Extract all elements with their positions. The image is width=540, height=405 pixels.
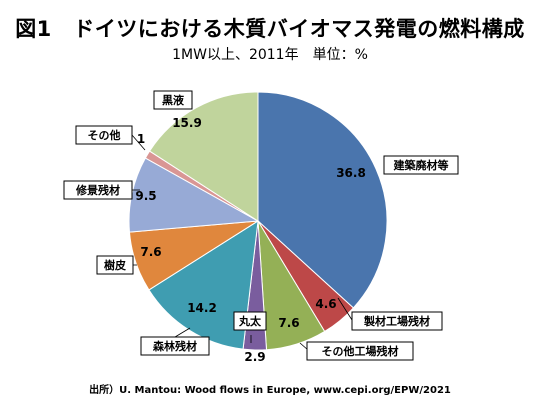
category-label-text: 丸太 xyxy=(238,314,262,328)
category-label-text: 修景残材 xyxy=(75,183,120,197)
leader-line xyxy=(174,327,191,338)
value-label: 1 xyxy=(137,132,145,146)
value-label: 7.6 xyxy=(278,316,299,330)
category-label-box xyxy=(306,341,414,361)
leader-line xyxy=(131,134,146,151)
value-label: 7.6 xyxy=(140,245,161,259)
category-label-text: 黒液 xyxy=(162,93,185,107)
category-label: 建築廃材等 xyxy=(383,155,459,175)
category-label: その他工場残材 xyxy=(306,341,414,361)
category-label-text: その他工場残材 xyxy=(322,344,399,358)
value-labels: 36.8 4.6 7.6 2.9 14.2 7.6 9.5 1 15.9 xyxy=(135,116,365,364)
category-label: 丸太 xyxy=(233,311,267,331)
category-label-box xyxy=(75,125,133,145)
category-label: 黒液 xyxy=(153,90,193,110)
category-label-text: 樹皮 xyxy=(104,258,126,272)
category-label-box xyxy=(140,336,210,356)
category-label-box xyxy=(63,180,133,200)
pie-slice xyxy=(148,91,259,222)
category-label: 樹皮 xyxy=(96,255,134,275)
chart-subtitle: 1MW以上、2011年 単位：% xyxy=(172,47,368,63)
value-label: 4.6 xyxy=(315,297,336,311)
value-label: 36.8 xyxy=(336,166,366,180)
value-label: 14.2 xyxy=(187,301,217,315)
value-label: 2.9 xyxy=(244,350,265,364)
category-label-box xyxy=(153,90,193,110)
source-note: 出所）U. Mantou: Wood flows in Europe, www.… xyxy=(89,385,451,396)
category-label-text: 建築廃材等 xyxy=(394,158,449,172)
category-label-box xyxy=(383,155,459,175)
category-label-text: 森林残材 xyxy=(153,339,197,353)
pie-slice xyxy=(257,91,388,309)
category-label: 製材工場残材 xyxy=(351,311,443,331)
category-label: 修景残材 xyxy=(63,180,133,200)
pie-slices xyxy=(128,91,388,351)
category-label-box xyxy=(233,311,267,331)
category-label-box xyxy=(96,255,134,275)
category-label: その他 xyxy=(75,125,133,145)
category-label-text: その他 xyxy=(88,128,121,142)
category-label-box xyxy=(351,311,443,331)
value-label: 9.5 xyxy=(135,189,156,203)
category-label: 森林残材 xyxy=(140,336,210,356)
leader-line xyxy=(337,297,353,321)
pie-slice xyxy=(148,220,259,350)
chart-title: 図1 ドイツにおける木質バイオマス発電の燃料構成 xyxy=(15,17,525,41)
value-label: 15.9 xyxy=(172,116,202,130)
category-label-text: 製材工場残材 xyxy=(363,314,430,328)
